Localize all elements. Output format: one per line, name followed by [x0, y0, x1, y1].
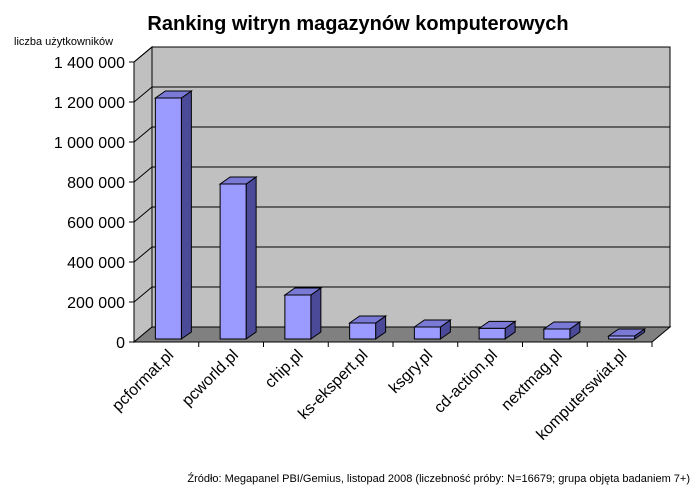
y-tick-label: 1 400 000: [54, 55, 125, 72]
chart-title: Ranking witryn magazynów komputerowych: [147, 13, 568, 35]
source-note: Źródło: Megapanel PBI/Gemius, listopad 2…: [187, 472, 690, 485]
floor: [132, 326, 672, 343]
category-label: pcformat.pl: [109, 347, 177, 415]
gridline-side: [133, 86, 153, 103]
y-tick-label: 400 000: [67, 255, 125, 272]
y-axis-ticks: 0 200 000 400 000 600 000 800 000 1 000 000 1 …: [54, 55, 134, 352]
bar-nextmag-pl: [542, 321, 582, 340]
gridline-side: [133, 126, 153, 143]
bar-pcworld-pl: [218, 176, 258, 340]
plot-area: [132, 45, 672, 344]
bar-ks-ekspert-pl: [348, 315, 388, 340]
gridline-side: [133, 206, 153, 223]
bar-chip-pl: [283, 287, 323, 340]
category-label: cd-action.pl: [431, 347, 501, 417]
gridline-side: [133, 246, 153, 263]
bar-cd-action-pl: [477, 320, 517, 340]
gridline-side: [133, 286, 153, 303]
category-label: ksgry.pl: [386, 347, 436, 397]
gridline-side: [133, 166, 153, 183]
bar-ksgry-pl: [412, 319, 452, 340]
category-label: nextmag.pl: [498, 347, 565, 414]
y-tick-label: 800 000: [67, 175, 125, 192]
y-tick-label: 1 000 000: [54, 135, 125, 152]
x-axis-ticks: [198, 342, 653, 347]
category-label: pcworld.pl: [179, 347, 242, 410]
bars: [153, 90, 647, 340]
gridlines: [133, 46, 670, 303]
y-axis-label: liczba użytkowników: [14, 36, 113, 48]
y-tick-label: 0: [116, 335, 125, 352]
category-label: chip.pl: [262, 347, 307, 392]
gridline-side: [133, 46, 153, 63]
bar-pcformat-pl: [153, 90, 193, 340]
y-tick-label: 1 200 000: [54, 95, 125, 112]
y-tick-label: 200 000: [67, 295, 125, 312]
category-label: ks-ekspert.pl: [295, 347, 371, 423]
y-tick-label: 600 000: [67, 215, 125, 232]
bar-komputerswiat-pl: [607, 328, 647, 340]
category-labels: pcformat.pl pcworld.pl chip.plks-ekspert.p…: [109, 347, 630, 444]
side-wall: [133, 45, 153, 344]
